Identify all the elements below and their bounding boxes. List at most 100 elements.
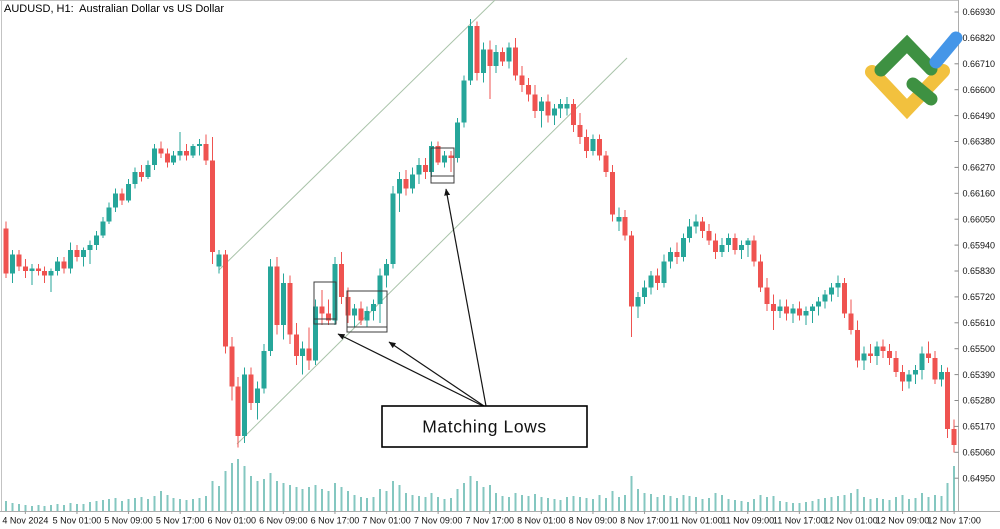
volume-bar bbox=[127, 499, 130, 511]
candle bbox=[796, 308, 802, 316]
volume-bar bbox=[359, 497, 362, 511]
volume-bar bbox=[637, 489, 640, 511]
price-axis-label: 0.65940 bbox=[963, 240, 996, 250]
volume-bar bbox=[791, 503, 794, 511]
volume-bar bbox=[630, 476, 633, 511]
candle bbox=[371, 303, 377, 312]
volume-bar bbox=[263, 479, 265, 511]
volume-bar bbox=[585, 498, 588, 511]
volume-bar bbox=[785, 502, 788, 511]
candle bbox=[635, 296, 641, 307]
candle bbox=[506, 47, 512, 62]
candle bbox=[280, 282, 286, 326]
candle bbox=[126, 183, 132, 201]
volume-bar bbox=[179, 499, 182, 511]
candle bbox=[893, 358, 899, 373]
volume-bar bbox=[24, 505, 27, 511]
candle bbox=[3, 228, 9, 274]
volume-bar bbox=[650, 494, 652, 511]
time-axis-label: 8 Nov 17:00 bbox=[620, 516, 669, 526]
trend-line bbox=[218, 0, 496, 271]
candle bbox=[822, 294, 828, 302]
volume-bar bbox=[920, 493, 923, 511]
candle bbox=[816, 301, 822, 307]
candle bbox=[29, 268, 35, 271]
candle bbox=[693, 221, 699, 227]
volume-bar bbox=[708, 498, 711, 511]
volume-bar bbox=[643, 493, 646, 511]
annotation-arrow bbox=[337, 333, 484, 407]
volume-bar bbox=[953, 466, 956, 511]
volume-bar bbox=[914, 498, 917, 511]
volume-bar bbox=[553, 499, 556, 511]
candle bbox=[603, 155, 609, 173]
time-axis-label: 8 Nov 01:00 bbox=[517, 516, 566, 526]
candle bbox=[16, 254, 22, 267]
volume-bar bbox=[882, 499, 885, 511]
candle bbox=[248, 374, 254, 403]
candle bbox=[61, 261, 67, 269]
volume-bar bbox=[682, 495, 685, 511]
price-axis-label: 0.66270 bbox=[963, 163, 996, 173]
time-axis-label: 6 Nov 09:00 bbox=[259, 516, 308, 526]
time-axis-label: 4 Nov 2024 bbox=[2, 516, 48, 526]
volume-bar bbox=[824, 498, 827, 511]
candle bbox=[177, 150, 183, 156]
volume-bar bbox=[146, 499, 149, 511]
volume-bar bbox=[95, 501, 98, 511]
volume-bar bbox=[546, 498, 549, 511]
volume-bar bbox=[462, 483, 465, 511]
price-axis-label: 0.65610 bbox=[963, 318, 996, 328]
trend-channel-lines bbox=[218, 0, 628, 445]
candle bbox=[938, 372, 944, 380]
logo-green-bar-stroke bbox=[906, 77, 938, 106]
volume-bar bbox=[63, 505, 66, 511]
candle bbox=[403, 179, 409, 189]
candle bbox=[448, 155, 454, 158]
candle bbox=[222, 254, 228, 347]
candle bbox=[197, 143, 202, 147]
volume-bar bbox=[411, 495, 414, 511]
candle bbox=[809, 306, 815, 312]
volume-bar bbox=[159, 491, 162, 511]
candle bbox=[854, 329, 860, 361]
candle bbox=[725, 238, 731, 246]
candle bbox=[119, 193, 125, 201]
volume-bar bbox=[888, 500, 891, 511]
candle bbox=[925, 353, 931, 359]
logo-green-chevron-stroke bbox=[874, 34, 938, 77]
matching-low-box bbox=[430, 147, 455, 184]
candle bbox=[738, 245, 744, 250]
time-axis-label: 5 Nov 17:00 bbox=[156, 516, 205, 526]
price-axis-label: 0.66600 bbox=[963, 85, 996, 95]
candle bbox=[577, 125, 583, 137]
candle bbox=[525, 84, 531, 95]
candle bbox=[416, 165, 422, 175]
candle bbox=[429, 146, 435, 173]
volume-bar bbox=[346, 491, 349, 511]
volume-bar bbox=[114, 498, 117, 511]
candle bbox=[255, 388, 261, 403]
volume-bar bbox=[779, 501, 781, 511]
candle bbox=[906, 374, 912, 382]
volume-bar bbox=[333, 483, 336, 511]
time-axis-label: 5 Nov 09:00 bbox=[104, 516, 153, 526]
price-axis-label: 0.65390 bbox=[963, 370, 996, 380]
candle bbox=[332, 263, 338, 321]
candle bbox=[945, 372, 951, 429]
volume-bar bbox=[288, 485, 291, 511]
candle bbox=[274, 266, 280, 326]
volume-bar bbox=[424, 497, 427, 511]
volume-bar bbox=[269, 473, 272, 511]
price-axis-label: 0.66050 bbox=[963, 214, 996, 224]
candle bbox=[532, 94, 538, 111]
volume-bar bbox=[211, 481, 214, 511]
volume-bar bbox=[946, 483, 949, 511]
candle bbox=[455, 122, 460, 158]
volume-bar bbox=[430, 493, 433, 511]
candle bbox=[783, 306, 789, 314]
volume-bar bbox=[495, 493, 498, 511]
candle bbox=[674, 252, 680, 257]
annotation-arrows bbox=[337, 188, 487, 407]
